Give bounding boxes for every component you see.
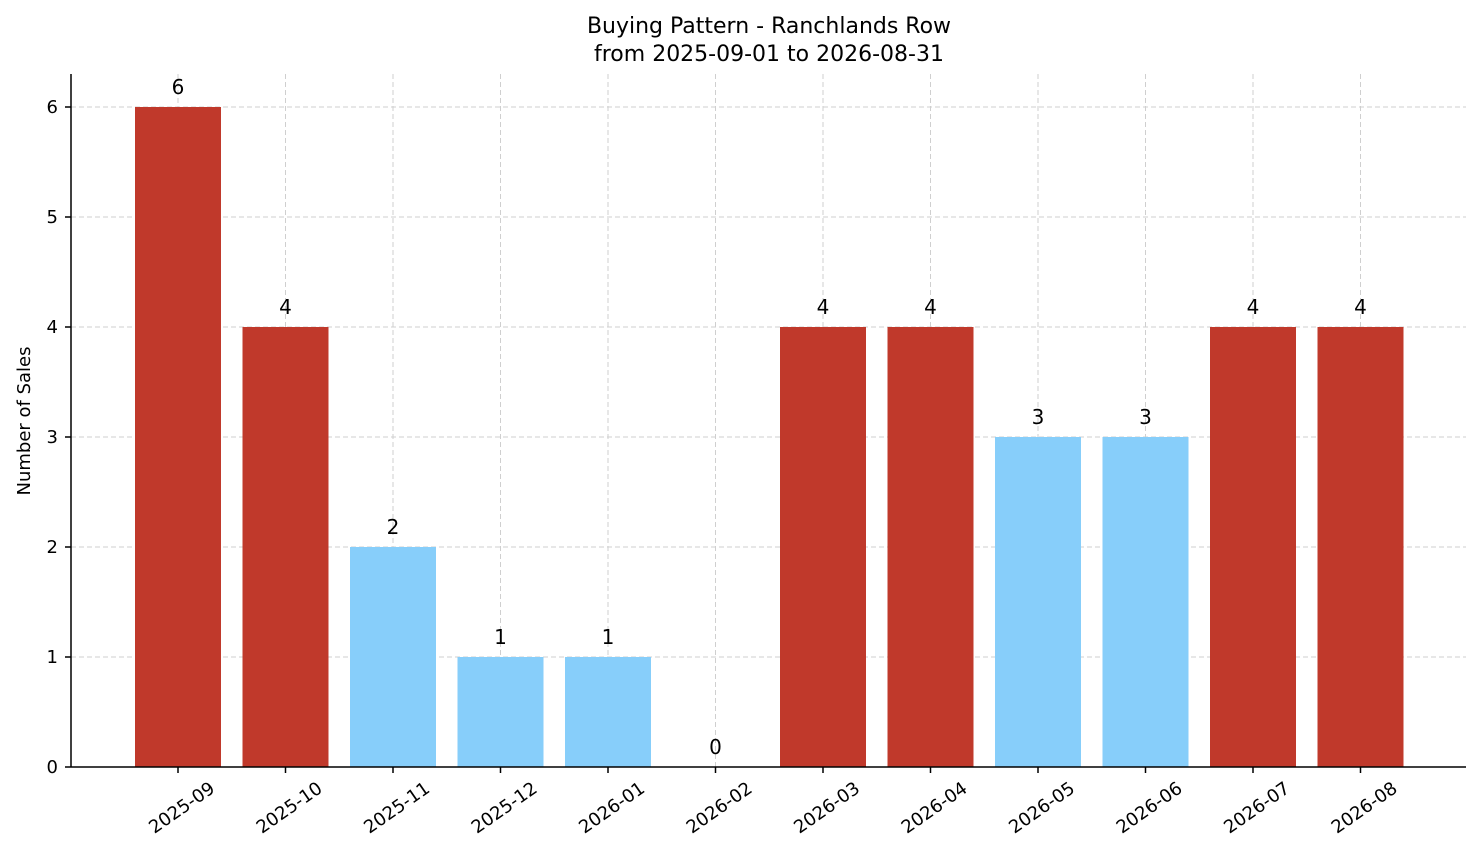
x-tick-label: 2025-11	[360, 778, 434, 838]
bar-2025-12	[457, 657, 544, 767]
x-tick-label: 2026-08	[1328, 778, 1402, 838]
bar-value-label: 4	[1247, 295, 1260, 319]
x-tick-label: 2025-09	[145, 778, 219, 838]
bar-value-label: 4	[924, 295, 937, 319]
bar-2026-05	[995, 437, 1081, 767]
bar-2026-04	[887, 327, 974, 767]
y-tick-label: 6	[47, 97, 58, 118]
bar-value-label: 0	[709, 735, 722, 759]
x-tick-label: 2026-05	[1005, 778, 1079, 838]
y-tick-label: 2	[47, 537, 58, 558]
bar-2026-07	[1210, 327, 1296, 767]
bar-data-labels: 6 4 2 1 1 0 4 4 3 3 4 4	[172, 75, 1367, 759]
bar-value-label: 4	[817, 295, 830, 319]
chart-title: Buying Pattern - Ranchlands Row	[587, 14, 951, 39]
bar-2026-08	[1317, 327, 1404, 767]
y-axis-ticks: 0 1 2 3 4 5 6	[47, 97, 71, 778]
x-tick-label: 2025-12	[468, 778, 542, 838]
bar-value-label: 4	[279, 295, 292, 319]
bar-2026-03	[780, 327, 866, 767]
y-tick-label: 4	[47, 317, 58, 338]
x-tick-label: 2026-04	[898, 778, 972, 838]
bar-2026-01	[565, 657, 651, 767]
y-tick-label: 5	[47, 207, 58, 228]
x-tick-label: 2026-02	[683, 778, 757, 838]
y-tick-label: 1	[47, 647, 58, 668]
y-tick-label: 3	[47, 427, 58, 448]
bar-value-label: 1	[602, 625, 615, 649]
bar-series	[135, 107, 1404, 767]
x-tick-label: 2026-01	[575, 778, 649, 838]
bar-value-label: 1	[494, 625, 507, 649]
x-tick-label: 2026-03	[790, 778, 864, 838]
bar-value-label: 3	[1139, 405, 1152, 429]
x-axis-ticks: 2025-09 2025-10 2025-11 2025-12 2026-01 2026-…	[145, 767, 1401, 838]
y-tick-label: 0	[47, 757, 58, 778]
x-tick-label: 2025-10	[253, 778, 327, 838]
bar-value-label: 4	[1354, 295, 1367, 319]
bar-2026-06	[1102, 437, 1189, 767]
bar-value-label: 6	[172, 75, 185, 99]
bar-2025-09	[135, 107, 221, 767]
y-axis-label: Number of Sales	[14, 346, 35, 495]
chart-subtitle: from 2025-09-01 to 2026-08-31	[594, 42, 944, 67]
bar-2025-10	[242, 327, 329, 767]
bar-2025-11	[350, 547, 436, 767]
x-tick-label: 2026-06	[1113, 778, 1187, 838]
x-tick-label: 2026-07	[1220, 778, 1294, 838]
bar-value-label: 2	[387, 515, 400, 539]
axes	[70, 74, 1466, 768]
bar-value-label: 3	[1032, 405, 1045, 429]
